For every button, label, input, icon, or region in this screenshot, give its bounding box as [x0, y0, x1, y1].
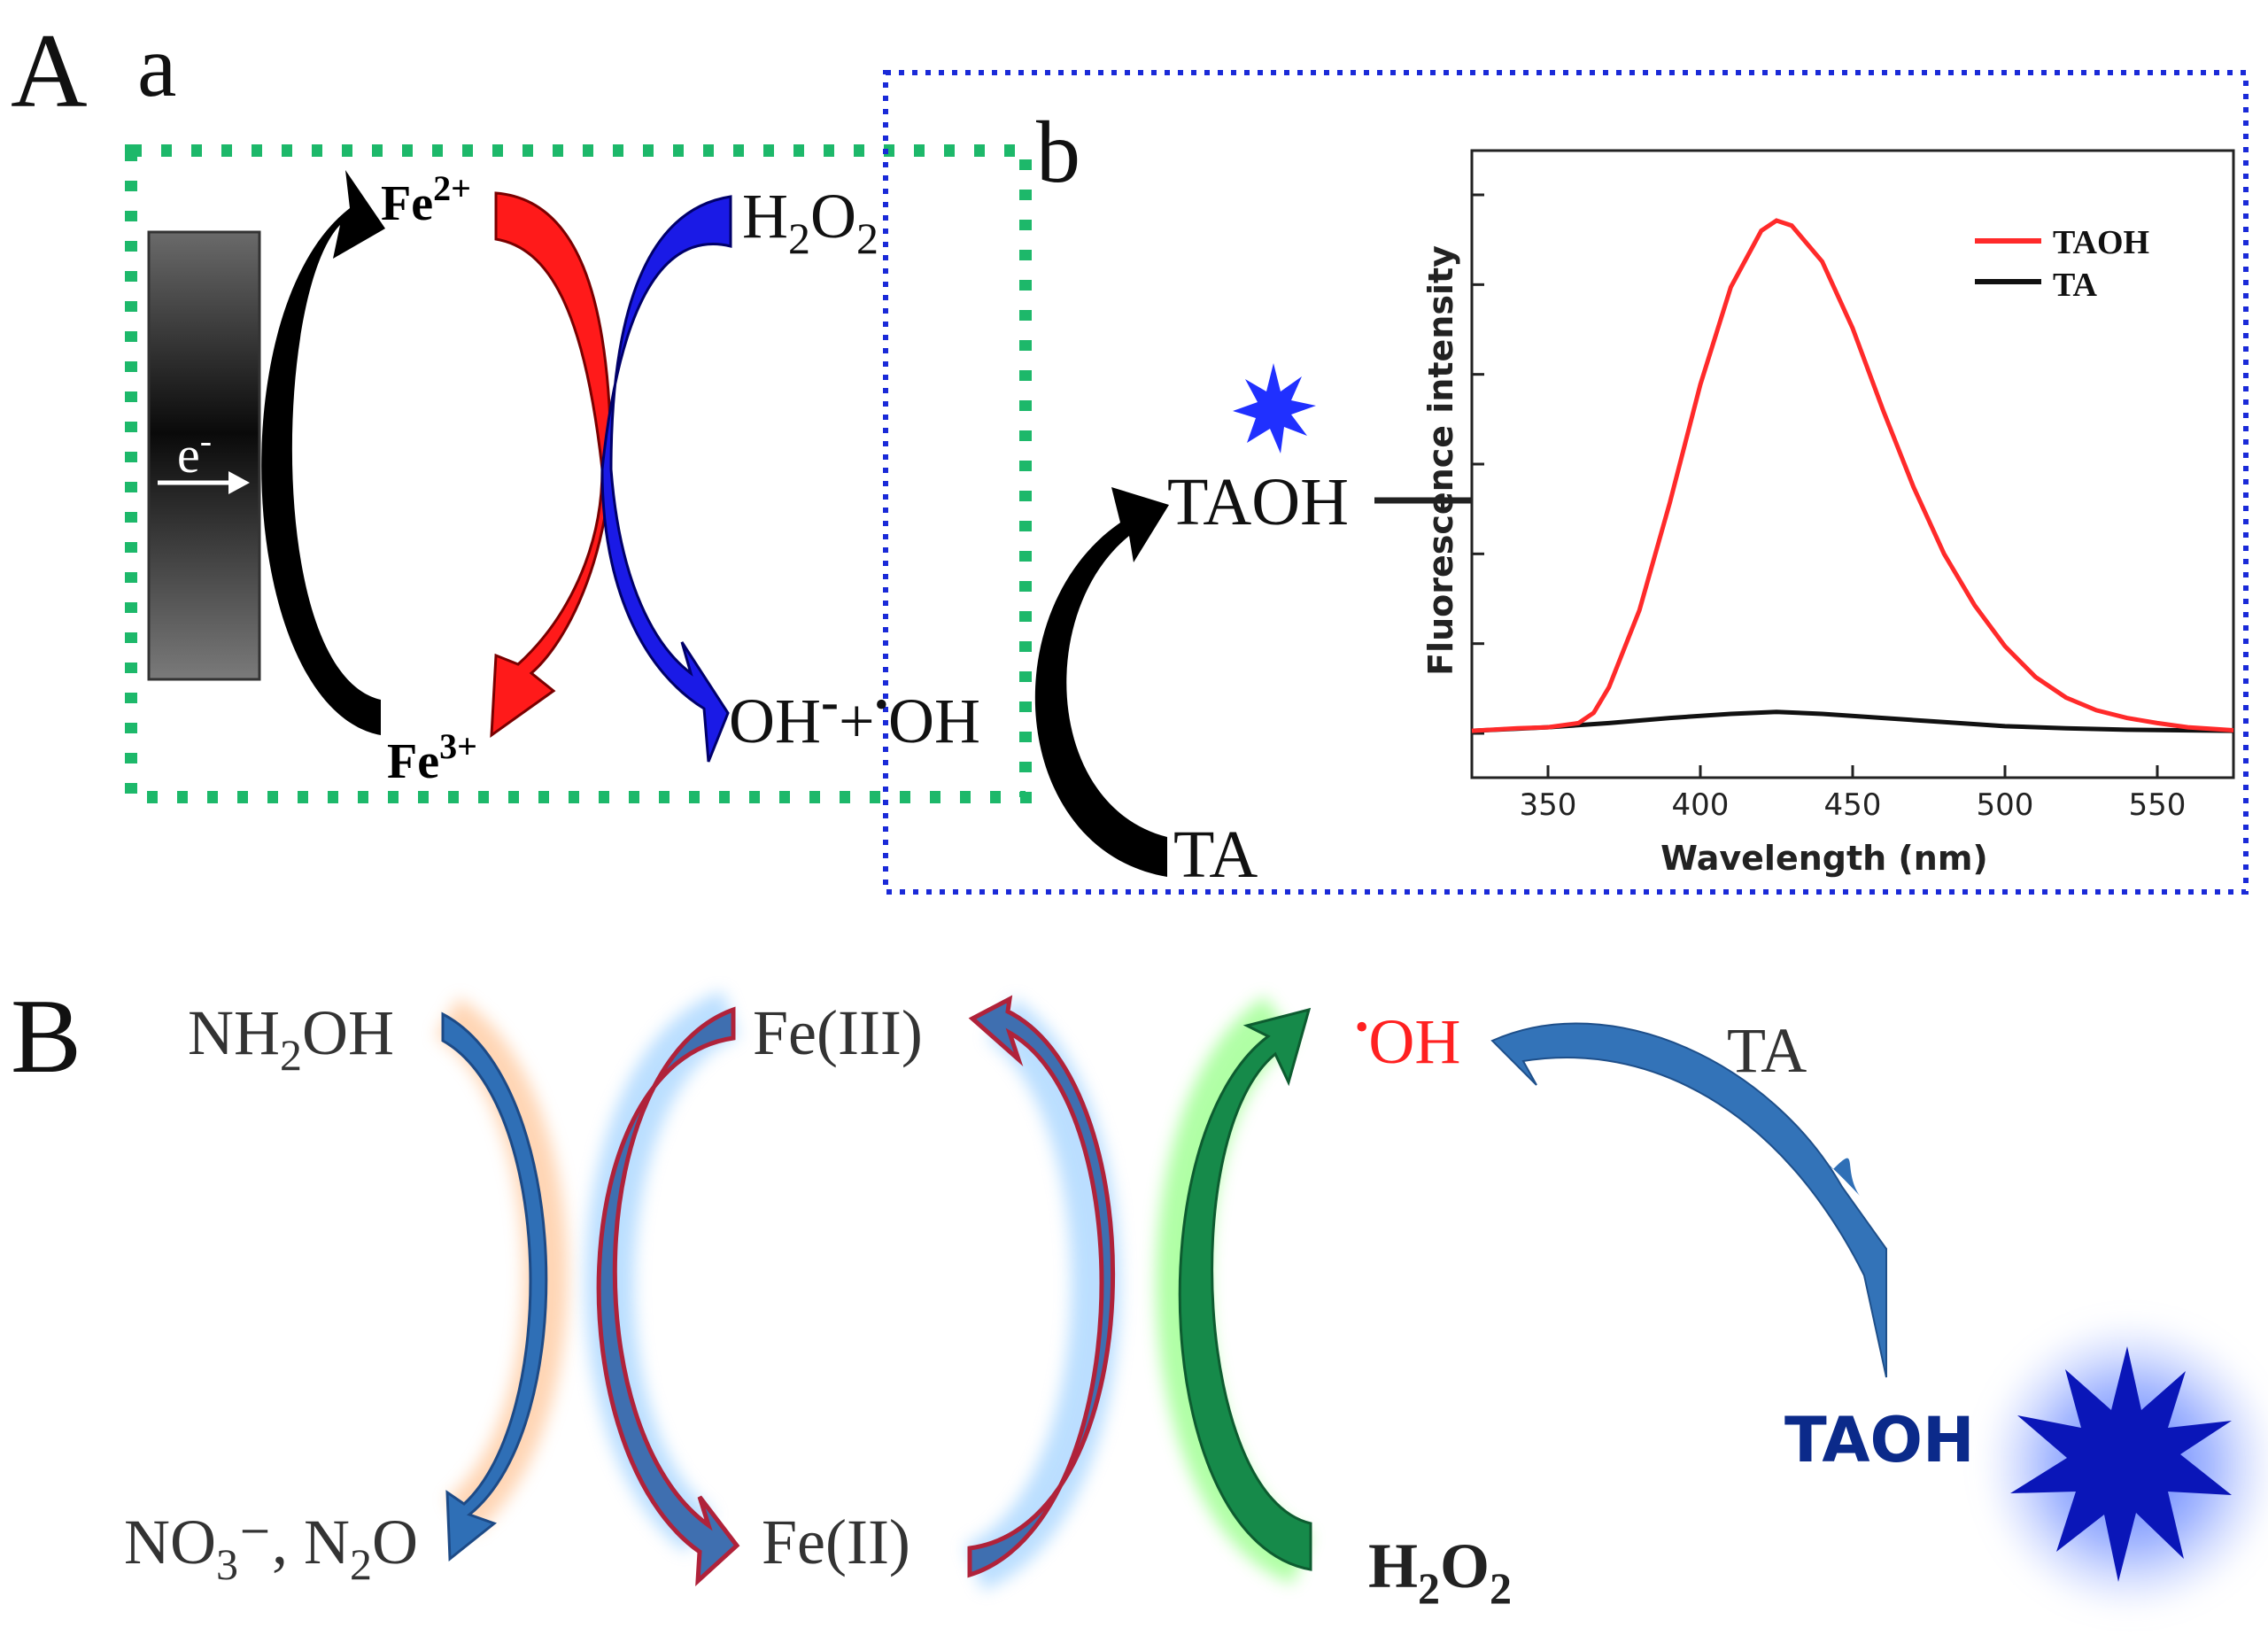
fe2-label-b: Fe(II) [762, 1507, 910, 1577]
taoh-fluorescence-star [2010, 1346, 2232, 1582]
legend-label-ta: TA [2053, 267, 2098, 304]
no3-n2o-label: NO3⁻, N2O [124, 1507, 418, 1589]
blue-dashed-box [883, 70, 2249, 895]
x-tick-label: 350 [1520, 787, 1577, 823]
electron-arrowhead [228, 471, 250, 494]
chart-x-ticks: 350 400 450 500 550 [1520, 765, 2187, 823]
x-tick-label: 550 [2129, 787, 2187, 823]
ta-curve-tail [1490, 1022, 1887, 1378]
ta-label-b: TA [1727, 1015, 1807, 1086]
ta-to-taoh-arrow [1034, 487, 1169, 877]
fe2-label: Fe2+ [381, 168, 471, 231]
legend-label-taoh: TAOH [2053, 224, 2149, 261]
fe3-label: Fe3+ [387, 726, 477, 789]
chart-x-axis-label: Wavelength (nm) [1660, 839, 1988, 878]
ta-label-a: TA [1173, 818, 1258, 892]
taoh-label-b: TAOH [1784, 1404, 1975, 1476]
subpanel-a-label: a [137, 17, 176, 115]
green-dashed-box [125, 144, 1032, 803]
fe3-to-fe2-arrow [585, 990, 740, 1586]
electrode [147, 230, 261, 681]
series-line-TAOH [1471, 218, 2234, 733]
chart-frame [1470, 149, 2235, 779]
chart-y-ticks [1472, 193, 1484, 735]
x-tick-label: 450 [1824, 787, 1882, 823]
x-tick-label: 500 [1977, 787, 2034, 823]
nh2oh-oxidation-arrow [434, 997, 568, 1562]
black-reduction-arrow [261, 170, 385, 735]
panel-a-label: A [11, 12, 88, 129]
x-tick-label: 400 [1672, 787, 1730, 823]
fluorescence-chart: 350 400 450 500 550 Wavelength (nm) Fluoresc… [1421, 149, 2235, 878]
chart-y-axis-label: Fluorescence intensity [1421, 245, 1460, 676]
nh2oh-label: NH2OH [188, 997, 394, 1080]
fluorescence-star-small [1233, 363, 1316, 453]
oh-radical-label: •OH [1355, 1005, 1460, 1077]
fe2-to-fe3-arrow [964, 995, 1120, 1591]
subpanel-b-label: b [1036, 103, 1080, 201]
blue-h2o2-arrow [600, 195, 732, 763]
h2o2-to-oh-arrow [1156, 996, 1312, 1585]
fe3-label-b: Fe(III) [753, 997, 923, 1068]
series-line-TA [1471, 709, 2234, 733]
panel-b-label: B [11, 977, 81, 1095]
red-oxidation-arrow [490, 191, 613, 739]
hydroxide-radical-label: OH-+•OH [729, 672, 980, 756]
h2o2-label-a: H2O2 [742, 181, 879, 263]
h2o2-label-b: H2O2 [1368, 1531, 1512, 1613]
taoh-label-a: TAOH [1167, 465, 1349, 539]
electron-label: e- [177, 421, 212, 484]
